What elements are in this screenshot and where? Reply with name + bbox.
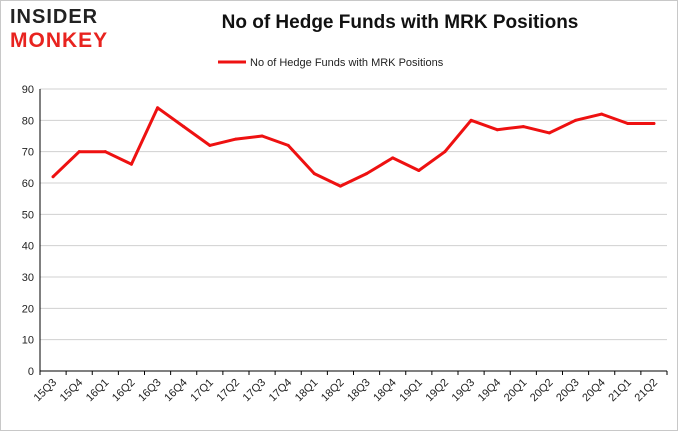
x-tick-label: 16Q1 [84,377,112,405]
data-point [338,184,342,188]
data-point [103,150,107,154]
x-tick-label: 21Q2 [633,377,661,405]
insider-monkey-logo: INSIDER MONKEY [10,6,128,56]
x-tick-label: 18Q4 [371,377,399,405]
y-tick-label: 80 [22,115,34,127]
x-tick-label: 17Q1 [188,377,216,405]
x-tick-label: 19Q2 [424,377,452,405]
series-line [51,106,656,188]
x-tick-label: 18Q2 [319,377,347,405]
y-tick-label: 50 [22,209,34,221]
x-tick-label: 16Q2 [110,377,138,405]
data-point [208,143,212,147]
data-point [521,125,525,129]
y-tick-label: 10 [22,335,34,347]
data-point [443,150,447,154]
data-point [574,118,578,122]
chart-title: No of Hedge Funds with MRK Positions [221,12,579,33]
data-point [51,175,55,179]
x-tick-label: 19Q1 [397,377,425,405]
x-tick-label: 20Q1 [502,377,530,405]
data-point [312,172,316,176]
x-tick-label: 18Q1 [293,377,321,405]
x-tick-label: 19Q3 [450,377,478,405]
data-point [286,143,290,147]
logo-text-monkey: MONKEY [10,29,109,52]
x-tick-label: 19Q4 [476,377,504,405]
data-point [156,106,160,110]
data-point [600,112,604,116]
y-tick-label: 40 [22,241,34,253]
x-tick-label: 17Q4 [267,377,295,405]
y-tick-label: 30 [22,272,34,284]
data-point [652,121,656,125]
y-tick-label: 70 [22,147,34,159]
y-tick-label: 90 [22,84,34,96]
data-point [77,150,81,154]
x-tick-label: 15Q4 [58,377,86,405]
x-tick-label: 16Q3 [136,377,164,405]
data-point [234,137,238,141]
x-tick-label: 17Q3 [241,377,269,405]
data-point [391,156,395,160]
data-point [129,162,133,166]
x-tick-label: 16Q4 [162,377,190,405]
y-tick-label: 0 [28,366,34,378]
data-point [365,172,369,176]
data-point [495,128,499,132]
x-tick-label: 20Q4 [580,377,608,405]
x-tick-label: 15Q3 [32,377,60,405]
data-point [417,168,421,172]
y-tick-label: 20 [22,303,34,315]
x-tick-label: 17Q2 [215,377,243,405]
data-point [469,118,473,122]
logo-text-insider: INSIDER [10,6,99,28]
legend-label: No of Hedge Funds with MRK Positions [250,57,444,69]
x-tick-label: 18Q3 [345,377,373,405]
data-point [547,131,551,135]
y-tick-label: 60 [22,178,34,190]
data-point [260,134,264,138]
x-tick-label: 20Q3 [554,377,582,405]
data-point [626,121,630,125]
x-tick-label: 20Q2 [528,377,556,405]
x-tick-label: 21Q1 [606,377,634,405]
data-point [182,125,186,129]
